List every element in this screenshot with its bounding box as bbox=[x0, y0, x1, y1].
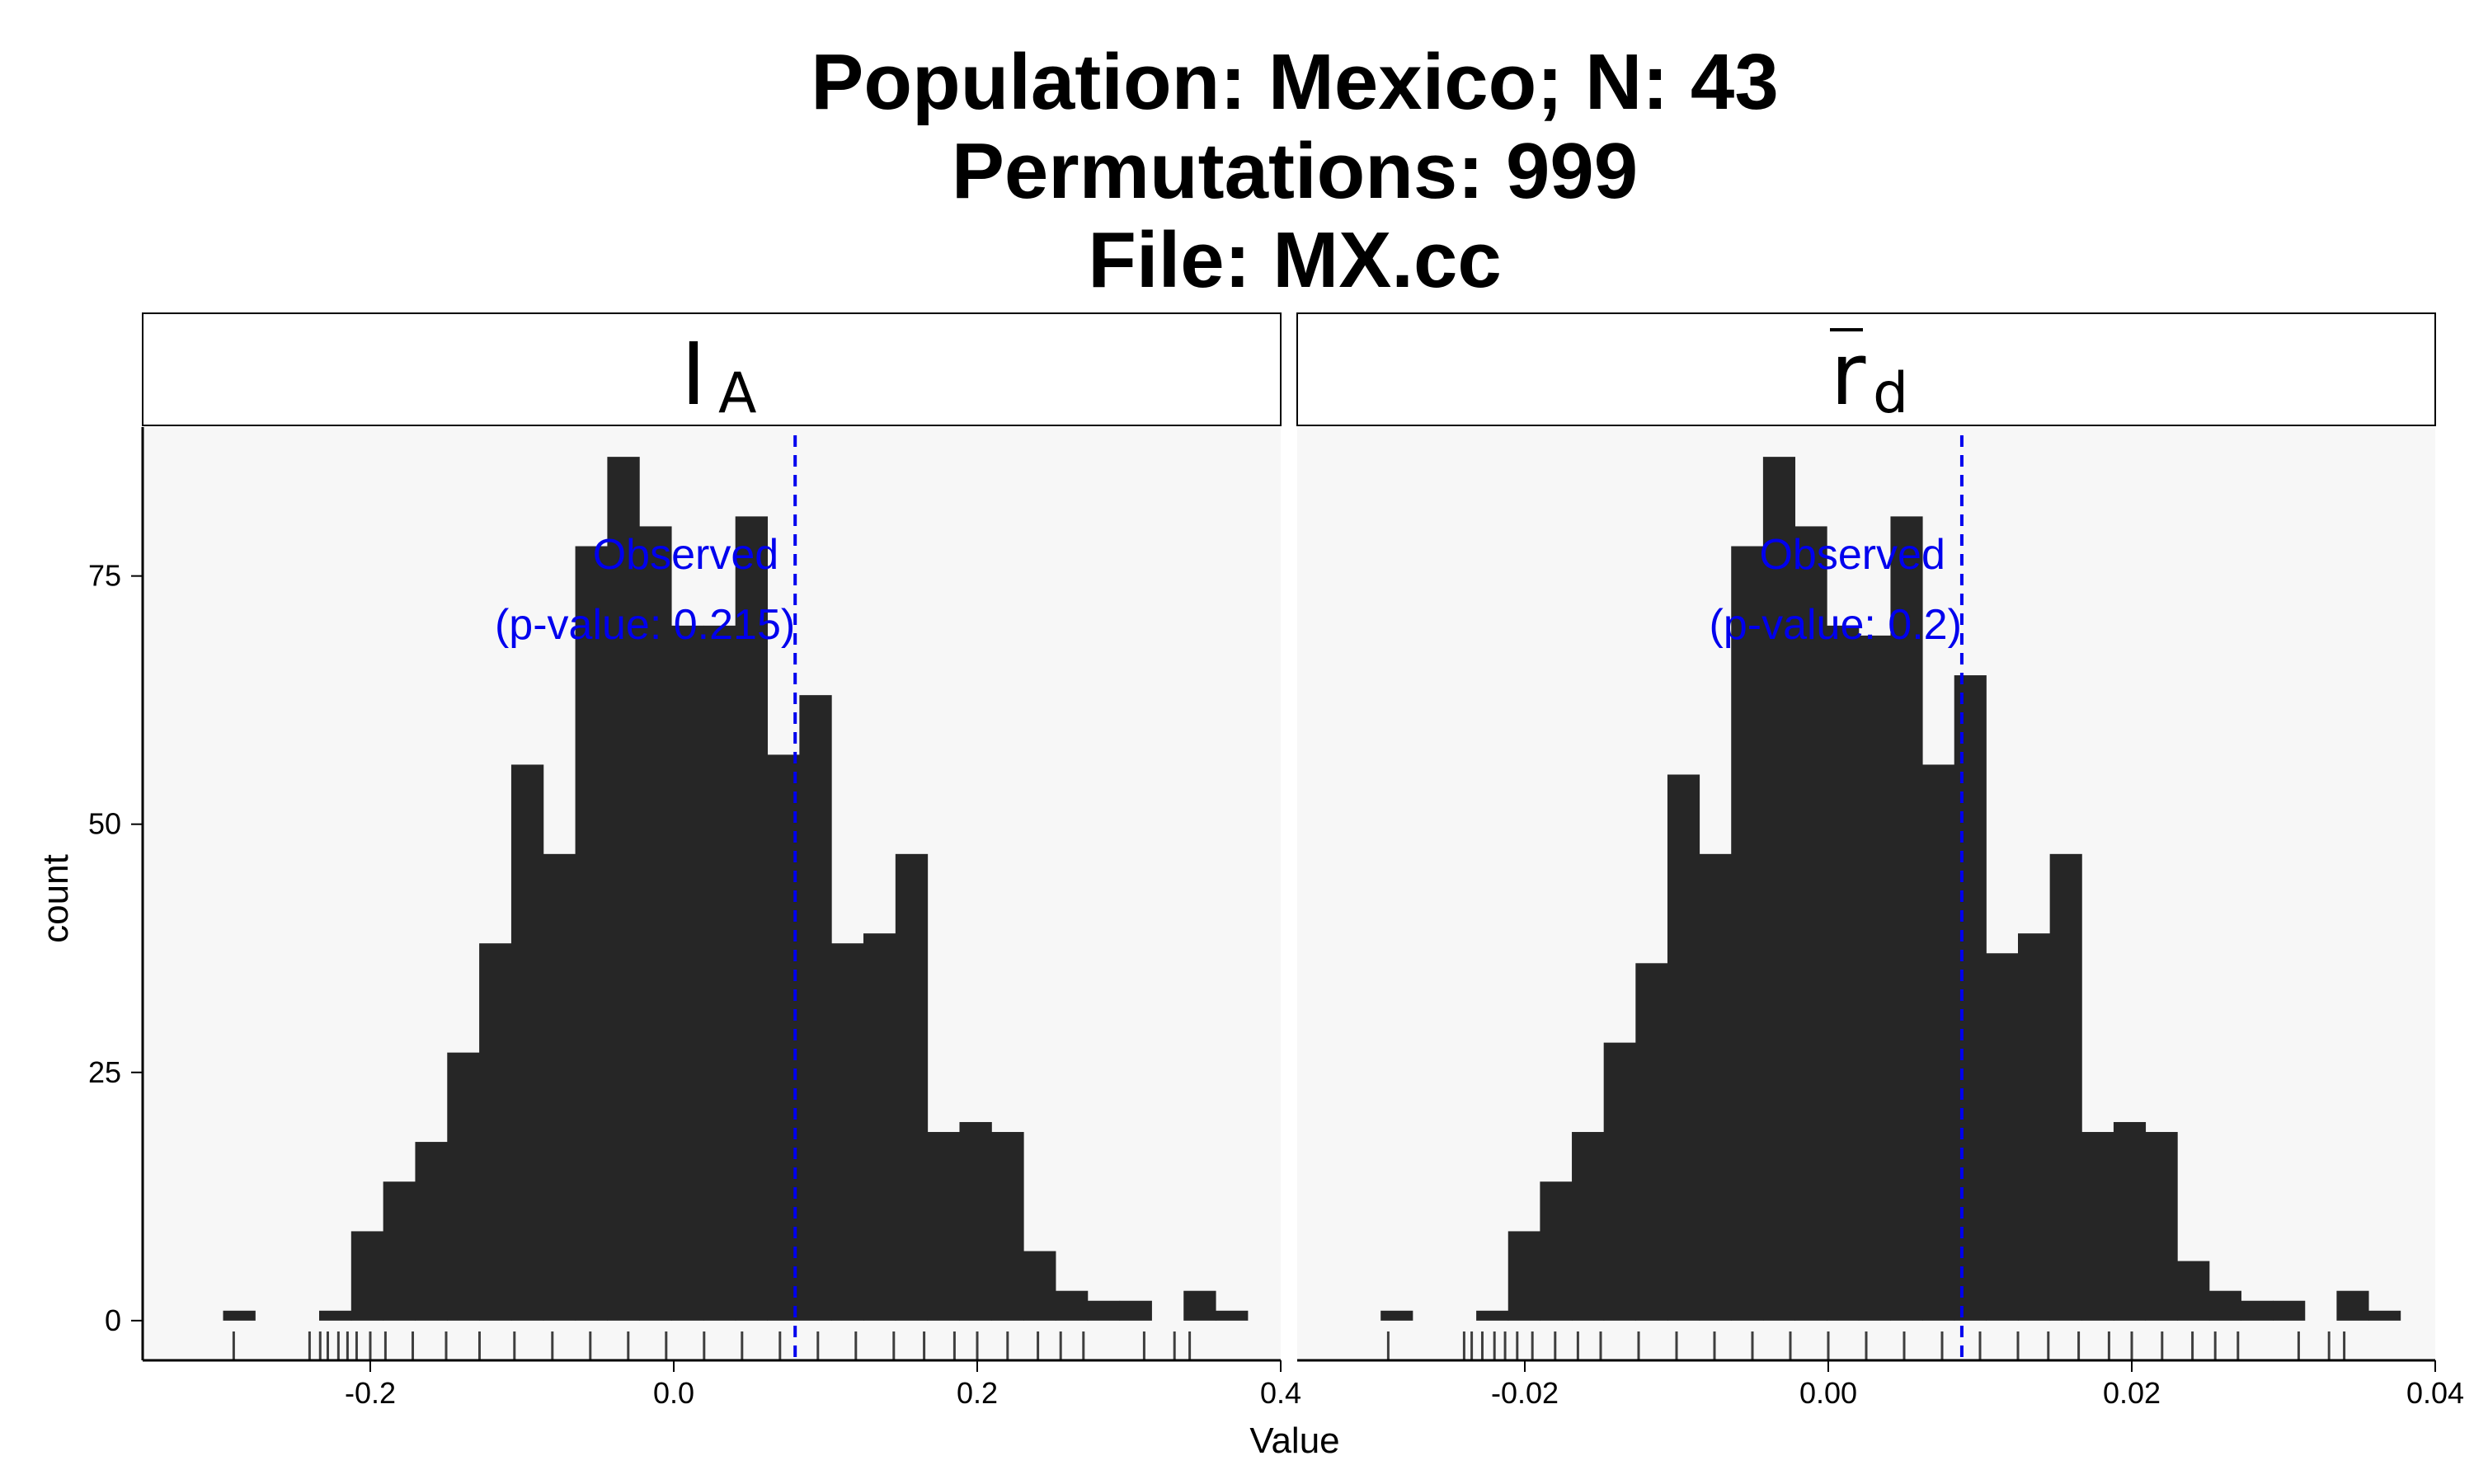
histogram-bar bbox=[2273, 1300, 2306, 1321]
strip-box bbox=[1296, 312, 2436, 426]
title-line-3: File: MX.cc bbox=[1088, 216, 1501, 304]
histogram-bar bbox=[1922, 764, 1955, 1321]
histogram-bar bbox=[2368, 1310, 2401, 1321]
histogram-bar bbox=[1183, 1290, 1216, 1321]
strip-box bbox=[142, 312, 1282, 426]
histogram-bar bbox=[1507, 1231, 1540, 1321]
strip-subscript: A bbox=[718, 361, 757, 426]
histogram-bar bbox=[1986, 953, 2019, 1321]
histogram-bar bbox=[703, 625, 736, 1321]
p-value-label: (p-value: 0.215) bbox=[495, 601, 795, 649]
panel-ia: I A Observed (p-value: 0.215) -0.2 0.0 0.2 0.4 0… bbox=[88, 312, 1301, 1410]
histogram-bar bbox=[1699, 853, 1732, 1321]
strip-label: r bbox=[1831, 324, 1866, 425]
x-tick-label: 0.4 bbox=[1260, 1376, 1301, 1410]
p-value-label: (p-value: 0.2) bbox=[1710, 601, 1962, 649]
histogram-bar bbox=[447, 1052, 480, 1321]
histogram-bar bbox=[735, 516, 769, 1321]
histogram-bar bbox=[607, 457, 640, 1321]
histogram-bar bbox=[223, 1310, 256, 1321]
histogram-bar bbox=[831, 943, 864, 1321]
y-tick-label: 50 bbox=[88, 807, 121, 841]
histogram-bar bbox=[1635, 963, 1668, 1321]
histogram-bar bbox=[383, 1181, 416, 1321]
histogram-bar bbox=[1087, 1300, 1121, 1321]
histogram-bar bbox=[1119, 1300, 1152, 1321]
histogram-bar bbox=[671, 625, 704, 1321]
histogram-bar bbox=[863, 933, 896, 1321]
histogram-bar bbox=[1476, 1310, 1509, 1321]
y-tick-label: 75 bbox=[88, 559, 121, 593]
title-line-1: Population: Mexico; N: 43 bbox=[811, 38, 1778, 126]
histogram-bar bbox=[2081, 1132, 2114, 1321]
histogram-bar bbox=[1954, 675, 1987, 1321]
histogram-bar bbox=[2336, 1290, 2369, 1321]
y-tick-label: 0 bbox=[105, 1303, 121, 1337]
title-line-2: Permutations: 999 bbox=[952, 127, 1638, 215]
x-tick-label: 0.00 bbox=[1799, 1376, 1857, 1410]
observed-label: Observed bbox=[1759, 531, 1945, 579]
histogram-bar bbox=[1572, 1132, 1605, 1321]
x-tick-label: 0.02 bbox=[2103, 1376, 2161, 1410]
histogram-bar bbox=[2177, 1261, 2210, 1321]
histogram-bar bbox=[2049, 853, 2082, 1321]
histogram-bar bbox=[2145, 1132, 2178, 1321]
histogram-bar bbox=[991, 1132, 1024, 1321]
histogram-bar bbox=[510, 764, 544, 1321]
histogram-bar bbox=[959, 1121, 992, 1321]
histogram-bar bbox=[2241, 1300, 2274, 1321]
strip-label: I bbox=[681, 324, 707, 425]
histogram-bar bbox=[543, 853, 576, 1321]
histogram-bar bbox=[2113, 1121, 2147, 1321]
strip-subscript: d bbox=[1873, 361, 1908, 426]
histogram-bar bbox=[1603, 1042, 1636, 1321]
y-axis-title: count bbox=[35, 854, 76, 943]
histogram-bar bbox=[1890, 516, 1923, 1321]
histogram-bar bbox=[1794, 526, 1827, 1321]
y-tick-label: 25 bbox=[88, 1055, 121, 1089]
histogram-bar bbox=[799, 695, 832, 1321]
histogram-bar bbox=[2018, 933, 2051, 1321]
panel-rd: r d Observed (p-value: 0.2) -0.02 0.00 0.02 0.0… bbox=[1296, 312, 2464, 1410]
histogram-bar bbox=[1023, 1251, 1056, 1321]
x-tick-label: -0.2 bbox=[345, 1376, 396, 1410]
histogram-bar bbox=[350, 1231, 384, 1321]
histogram-bar bbox=[895, 853, 929, 1321]
histogram-bar bbox=[575, 546, 608, 1321]
histogram-bar bbox=[1216, 1310, 1249, 1321]
histogram-bar bbox=[318, 1310, 352, 1321]
histogram-bar bbox=[1055, 1290, 1089, 1321]
histogram-bar bbox=[1762, 457, 1796, 1321]
histogram-bar bbox=[1667, 774, 1700, 1321]
histogram-bar bbox=[1731, 546, 1764, 1321]
x-tick-label: 0.0 bbox=[653, 1376, 694, 1410]
histogram-bar bbox=[2208, 1290, 2241, 1321]
histogram-bar bbox=[415, 1142, 448, 1321]
x-tick-label: -0.02 bbox=[1491, 1376, 1559, 1410]
histogram-bar bbox=[927, 1132, 960, 1321]
histogram-bar bbox=[1827, 625, 1860, 1321]
histogram-bar bbox=[1380, 1310, 1413, 1321]
histogram-bar bbox=[639, 526, 672, 1321]
x-axis-title: Value bbox=[1249, 1421, 1339, 1461]
x-tick-label: 0.2 bbox=[957, 1376, 998, 1410]
histogram-bar bbox=[1540, 1181, 1573, 1321]
histogram-bar bbox=[479, 943, 512, 1321]
observed-label: Observed bbox=[593, 531, 778, 579]
histogram-bar bbox=[1858, 635, 1891, 1321]
x-tick-label: 0.04 bbox=[2406, 1376, 2464, 1410]
